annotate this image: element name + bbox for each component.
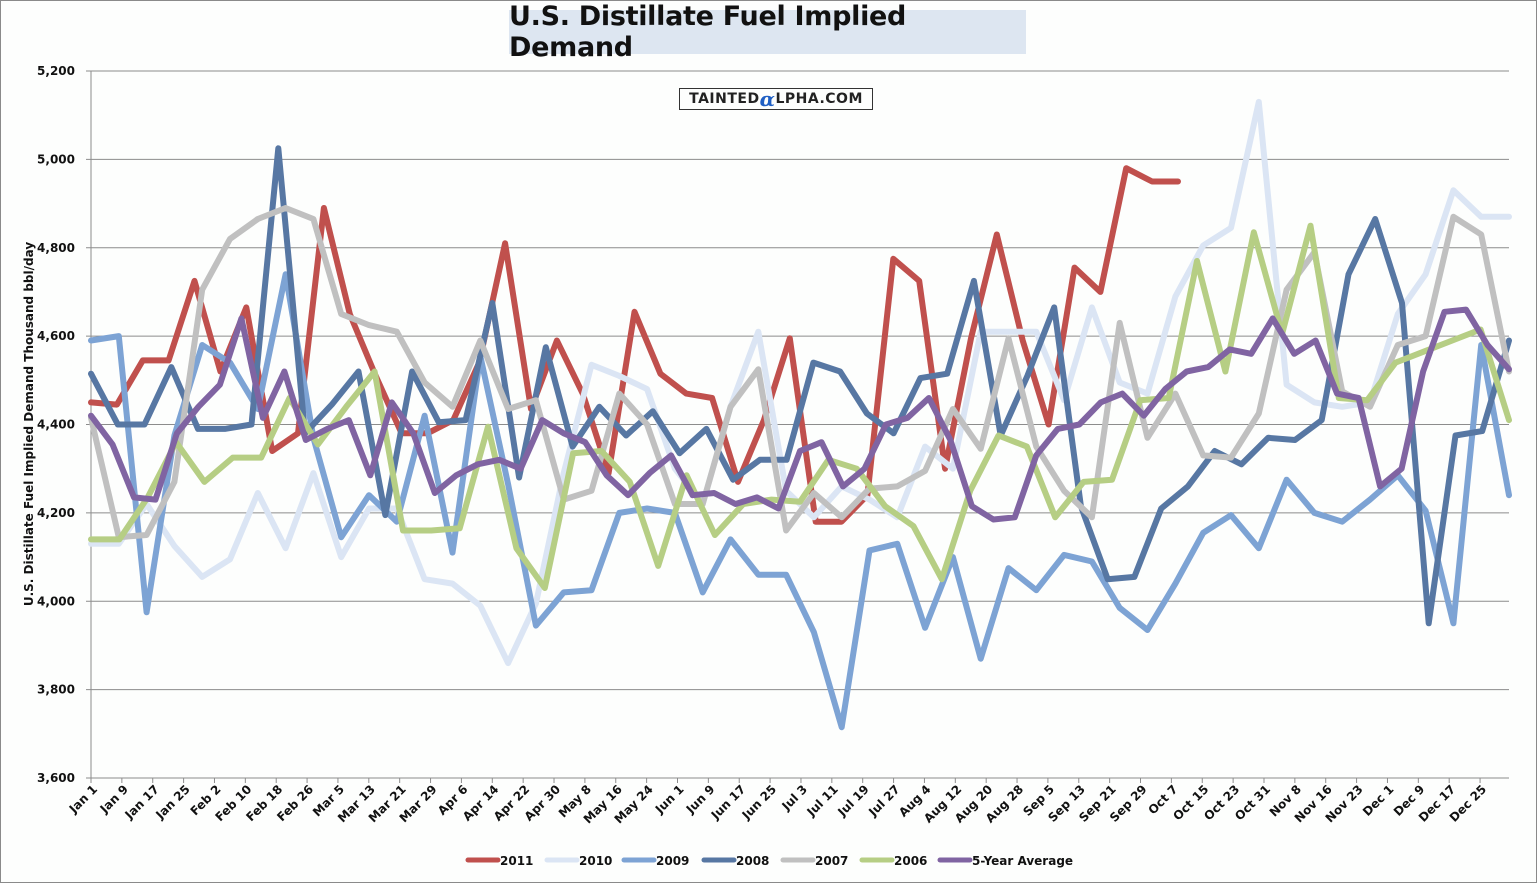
series-line-2011 — [88, 165, 1181, 525]
legend-label: 2011 — [500, 854, 533, 868]
x-tick-label: Jul 27 — [865, 782, 902, 819]
y-tick-label: 4,600 — [37, 329, 75, 343]
x-tick-label: Jun 1 — [652, 782, 687, 817]
legend-label: 2007 — [815, 854, 848, 868]
y-tick-label: 3,800 — [37, 683, 75, 697]
y-tick-labels: 3,600 3,800 4,000 4,200 4,400 4,600 4,800 5,000… — [37, 64, 75, 785]
chart-title: U.S. Distillate Fuel Implied Demand — [509, 1, 907, 63]
legend-label: 2006 — [894, 854, 927, 868]
legend-label: 2008 — [736, 854, 769, 868]
x-tick-label: Jan 17 — [122, 782, 162, 822]
y-tick-label: 5,000 — [37, 152, 75, 166]
legend-label: 5-Year Average — [972, 854, 1073, 868]
x-tick-label: Jan 25 — [152, 782, 192, 822]
alpha-icon: α — [759, 87, 776, 111]
legend-label: 2010 — [579, 854, 612, 868]
x-tick-label: Dec 1 — [1360, 782, 1397, 819]
legend: 2011 2010 2009 2008 2007 2006 5-Year Average — [465, 854, 1073, 868]
y-tick-label: 4,000 — [37, 594, 75, 608]
watermark-suffix: LPHA.COM — [775, 91, 863, 107]
legend-label: 2009 — [656, 854, 689, 868]
series-lines — [88, 98, 1512, 731]
chart-title-box: U.S. Distillate Fuel Implied Demand — [509, 1, 1026, 63]
x-tick-label: Jun 25 — [739, 782, 780, 823]
y-tick-label: 4,400 — [37, 418, 75, 432]
series-line-2007 — [88, 205, 1512, 541]
y-tick-label: 3,600 — [37, 771, 75, 785]
x-tick-label: Jun 17 — [708, 782, 749, 823]
y-tick-label: 5,200 — [37, 64, 75, 78]
series-line-2009 — [88, 271, 1512, 731]
y-axis-label: U.S. Distillate Fuel Implied Demand Thou… — [22, 242, 36, 606]
watermark-logo: TAINTED α LPHA.COM — [679, 88, 873, 110]
x-tick-label: Jan 1 — [66, 782, 100, 816]
watermark-prefix: TAINTED — [689, 91, 760, 107]
series-line-2008 — [88, 145, 1512, 627]
series-line-5-year-average — [88, 306, 1512, 523]
y-tick-label: 4,200 — [37, 506, 75, 520]
y-tick-label: 4,800 — [37, 241, 75, 255]
x-tick-label: Jul 19 — [834, 782, 871, 819]
x-tick-label: Jul 11 — [803, 782, 840, 819]
